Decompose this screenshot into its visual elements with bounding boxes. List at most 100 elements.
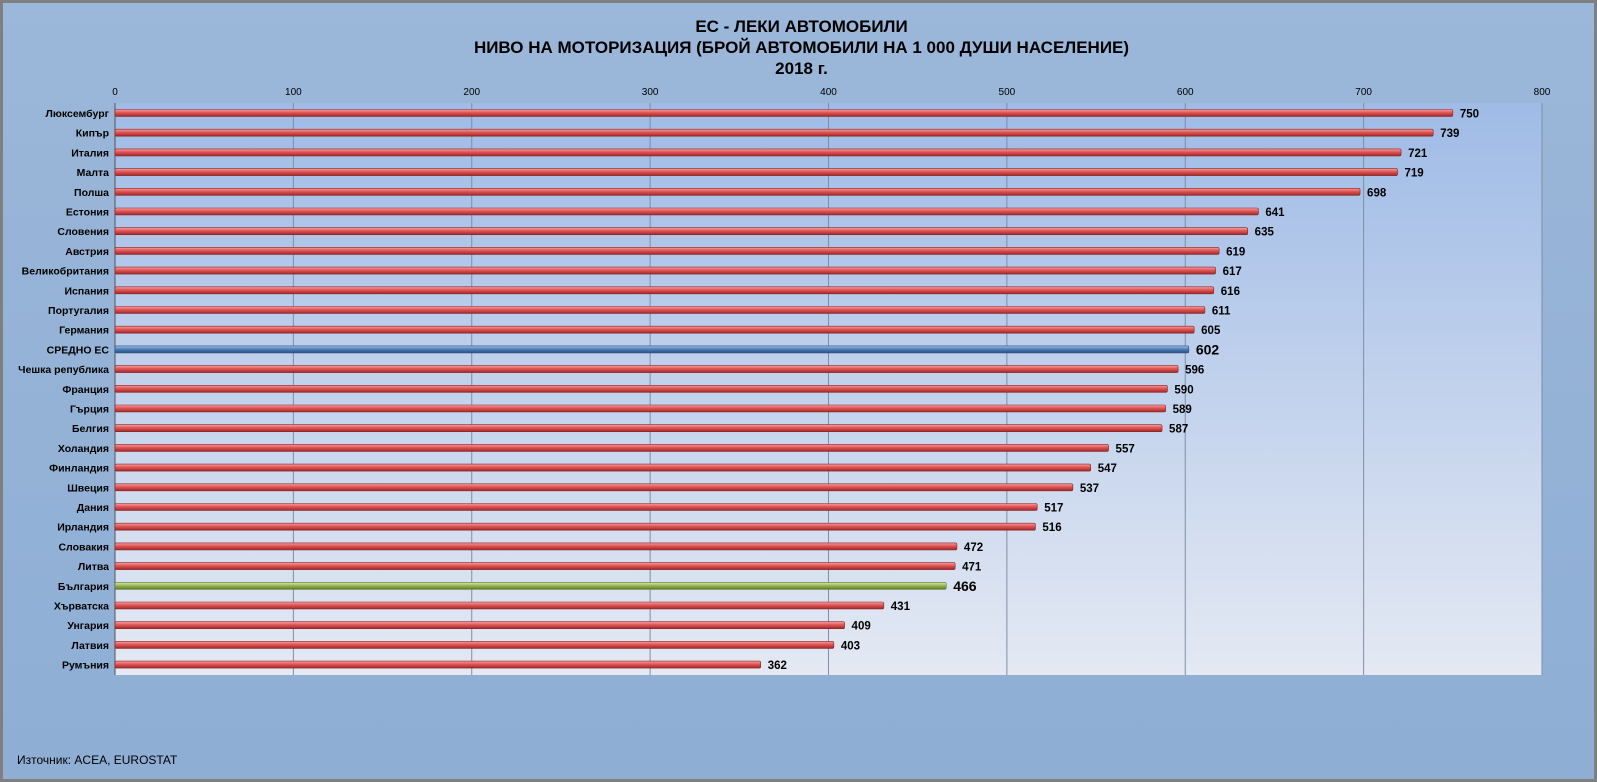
bar-chart: 0 100 200 300 400 500 600 700 800 Люксембург Кипъ… [18,87,1551,675]
data-label: 517 [1044,503,1063,515]
category-label: Великобритания [22,266,109,278]
data-label: 721 [1408,148,1428,160]
data-label: 596 [1185,365,1204,377]
x-tick-label: 700 [1355,87,1372,98]
bar [114,660,762,669]
bar [114,148,1402,157]
data-label: 641 [1265,207,1285,219]
x-tick-label: 400 [820,87,837,98]
x-tick-label: 300 [642,87,659,98]
category-label: Австрия [65,246,109,258]
bar [114,562,956,570]
category-label: Хърватска [54,601,109,613]
category-label: Швеция [67,482,109,494]
data-label: 537 [1080,483,1099,495]
data-label: 611 [1212,306,1231,318]
category-label: Латвия [71,640,109,652]
bar [114,621,845,630]
data-label: 616 [1221,286,1240,298]
bar [114,188,1361,196]
bar [114,424,1163,433]
data-label: 471 [962,562,982,574]
bar [114,168,1398,176]
category-label: Люксембург [46,108,110,120]
data-label: 589 [1173,404,1192,416]
bar [114,345,1190,354]
bar [114,306,1206,314]
category-label: Чешка република [18,364,109,376]
bar [114,207,1259,216]
category-label: Италия [71,147,109,159]
bar [114,641,835,649]
category-label: Естония [66,207,109,219]
bar [114,128,1434,137]
bar [114,542,958,551]
x-tick-label: 0 [112,87,118,98]
data-label: 605 [1201,325,1221,337]
data-label: 617 [1223,266,1242,278]
data-label: 472 [964,542,983,554]
category-label: Белгия [72,423,109,435]
bar [114,266,1216,275]
category-label: Словения [57,226,109,238]
category-label: Унгария [67,620,109,632]
bar [114,483,1074,492]
chart-title-line-3: 2018 г. [775,59,828,78]
bar [114,227,1248,235]
bar [114,384,1168,393]
category-label: Испания [65,285,110,297]
category-label: Румъния [62,660,109,672]
data-label: 750 [1460,109,1479,121]
data-label: 547 [1098,463,1117,475]
data-label: 557 [1116,443,1135,455]
category-label: Словакия [58,541,109,553]
data-label: 587 [1169,424,1188,436]
data-label: 635 [1255,227,1275,239]
category-label: Полша [74,187,109,199]
data-label: 516 [1042,522,1061,534]
bar [114,601,885,610]
source-note: Източник: ACEA, EUROSTAT [17,753,178,767]
category-label: България [58,581,109,593]
bar [114,365,1179,373]
bar [114,463,1092,472]
category-label: Кипър [76,128,109,140]
bar [114,247,1220,255]
category-label: Малта [77,167,110,179]
data-label: 403 [841,640,860,652]
category-label: Ирландия [57,522,109,534]
chart-title-line-1: ЕС - ЛЕКИ АВТОМОБИЛИ [695,17,908,36]
x-tick-label: 100 [285,87,302,98]
x-tick-label: 800 [1534,87,1551,98]
x-tick-label: 200 [463,87,480,98]
data-label: 619 [1226,246,1245,258]
bar [114,522,1036,531]
data-label: 739 [1440,128,1459,140]
data-label: 466 [953,578,977,594]
bar [114,444,1109,452]
data-label: 698 [1367,187,1387,199]
data-label: 362 [768,660,787,672]
category-label: Португалия [48,305,109,317]
category-label: Германия [59,325,109,337]
x-tick-label: 600 [1177,87,1194,98]
data-label: 409 [852,621,871,633]
bar [114,503,1038,511]
bar [114,581,947,590]
data-label: 431 [891,601,911,613]
data-label: 719 [1405,168,1424,180]
data-label: 602 [1196,341,1220,357]
x-tick-label: 500 [999,87,1016,98]
category-label: Холандия [58,443,109,455]
bar [114,325,1195,334]
category-label: Финландия [49,463,109,475]
category-label: СРЕДНО ЕС [47,344,110,356]
data-label: 590 [1174,384,1193,396]
category-label: Литва [78,561,109,573]
category-label: Франция [62,384,109,396]
bar [114,109,1454,117]
chart-title-line-2: НИВО НА МОТОРИЗАЦИЯ (БРОЙ АВТОМОБИЛИ НА … [473,38,1130,57]
bar [114,286,1215,295]
category-label: Дания [77,502,109,514]
